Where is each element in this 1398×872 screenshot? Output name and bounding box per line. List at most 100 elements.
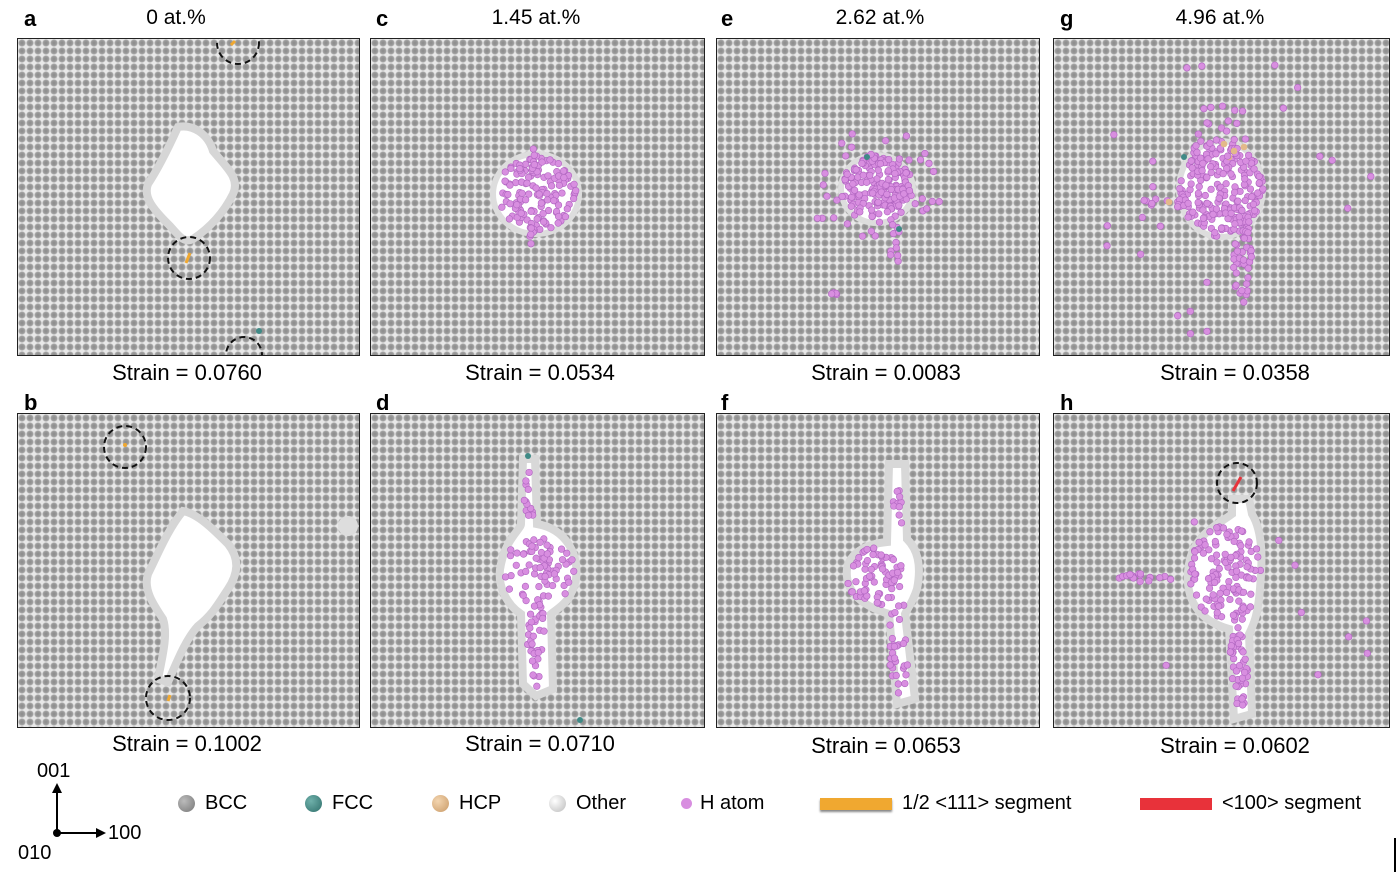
h-atom [929,167,938,176]
h-atom [519,591,527,599]
h-atom [884,593,892,602]
strain-label-g: Strain = 0.0358 [1160,360,1310,385]
h-atom [1189,208,1197,216]
h-atom [828,290,836,298]
h-atom [1363,649,1371,657]
h-atom [1235,639,1243,648]
h-atom [529,632,537,640]
h-atom [1244,274,1252,282]
h-atom [1198,166,1206,175]
h-atom [544,172,552,180]
h-atom [543,190,551,198]
h-atom [1203,199,1211,208]
h-atom [524,511,533,519]
h-atom [1190,518,1198,526]
h-atom [506,181,514,189]
h-atom [559,167,568,175]
h-atom [1249,200,1258,208]
h-atom [537,199,545,207]
h-atom [513,201,521,209]
h-atom [1190,554,1199,562]
h-atom [1199,159,1207,167]
h-atom [1237,542,1245,550]
panel-e [716,38,1040,356]
h-atom [1198,62,1206,70]
h-atom [1207,103,1215,112]
hcp-ball-icon [432,795,449,812]
legend-fcc: FCC [305,792,373,815]
h-atom [1203,327,1211,335]
h-atom [1252,545,1261,553]
h-atom [1149,157,1157,165]
h-atom [848,130,856,138]
h-atom [1247,247,1255,255]
h-atom [527,240,535,248]
h-atom [1186,307,1194,315]
h-atom [1216,589,1224,597]
h-atom [558,556,567,564]
hcp-atom [1230,147,1238,155]
legend-label: HCP [459,792,502,814]
h-atom [1232,269,1240,277]
h-atom [1192,142,1200,150]
h-atom [1231,106,1239,114]
h-atom [1233,247,1242,255]
h-atom [1211,537,1219,546]
h-atom [1239,604,1247,612]
h-atom [570,195,578,203]
h-atom [1173,203,1182,211]
h-atom [1245,218,1253,226]
h-atom [544,206,553,215]
h-atom [513,549,521,557]
h-atom [1226,595,1234,604]
concentration-label: 4.96 at.% [1175,6,1265,29]
h-atom [1247,590,1255,598]
h-atom [530,151,538,159]
h-atom [1255,172,1263,181]
h-atom [848,143,856,151]
h-atom [848,588,856,596]
h-atom [498,203,506,211]
h-atom [895,615,904,624]
h-atom [821,169,829,177]
h-atom [1195,538,1203,546]
fcc-atom [525,453,531,459]
h-atom [892,244,900,252]
h-atom [529,145,537,153]
h-atom [881,137,890,145]
panel-letter-c: c [376,6,389,31]
h-atom [522,567,530,576]
h-atom [1156,574,1164,582]
h-atom [863,178,871,186]
h-atom [1235,213,1243,221]
hcp-atom [1165,198,1173,206]
h-atom [1103,222,1111,230]
h-atom [537,548,546,557]
h-atom [1212,551,1221,559]
h-atom [533,682,541,690]
h-atom [526,610,535,618]
h-atom [935,198,943,206]
h-atom [870,578,878,586]
h-atom [535,582,543,591]
h-atom [902,169,910,177]
h-atom [923,205,931,213]
h-atom [1145,577,1153,585]
panel-a [17,38,360,356]
h-atom [546,156,554,164]
h-atom [893,568,902,577]
axis-arrows-icon [52,783,106,838]
h-atom [1227,553,1235,561]
strain-label-h: Strain = 0.0602 [1160,733,1310,758]
h-atom [530,161,538,169]
h-atom [1248,193,1256,201]
h-atom [1194,189,1203,197]
legend-111-segment: 1/2 <111> segment [820,792,1071,815]
h-atom [1197,137,1205,145]
h-atom [1234,624,1242,632]
h-atom [860,587,868,595]
h-atom [883,190,891,198]
h-atom [528,657,537,665]
h-atom [1254,553,1262,561]
h-atom [858,232,867,240]
